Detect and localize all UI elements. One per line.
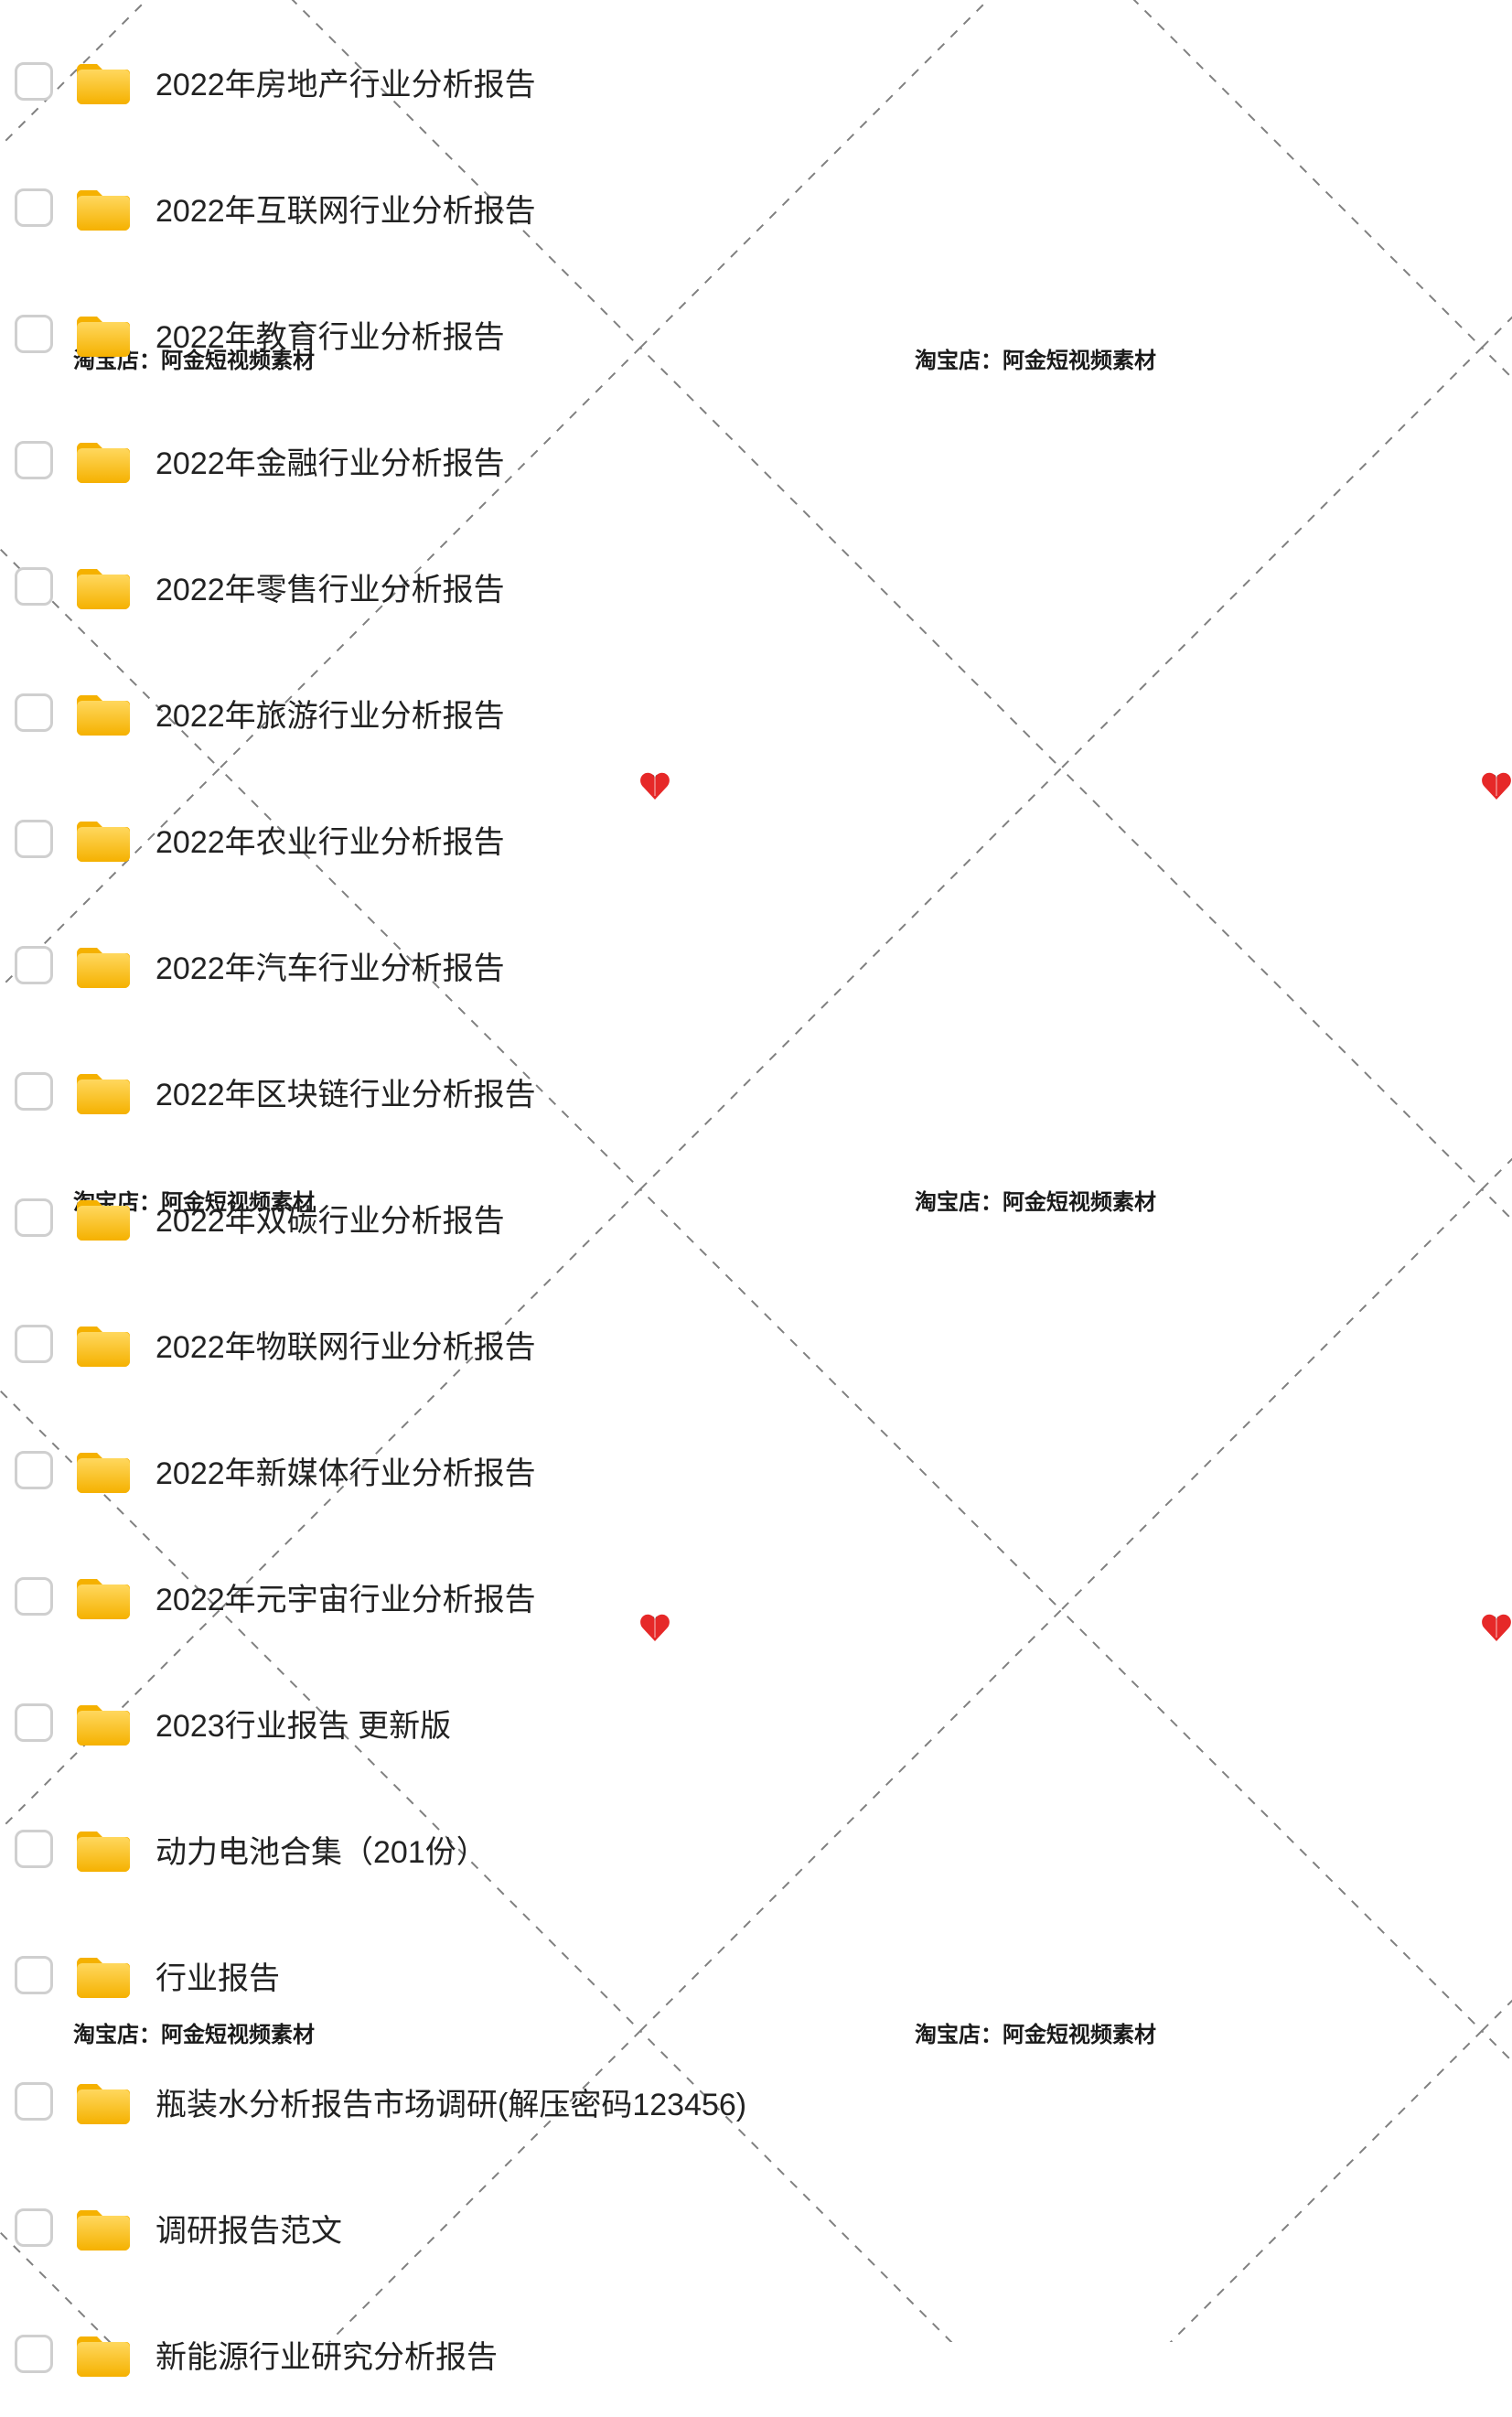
file-row[interactable]: 2022年双碳行业分析报告 bbox=[0, 1155, 1512, 1281]
file-row[interactable]: 2023行业报告 更新版 bbox=[0, 1660, 1512, 1786]
file-row[interactable]: 新能源行业研究分析报告 bbox=[0, 2291, 1512, 2417]
checkbox[interactable] bbox=[15, 441, 53, 479]
file-name: 2022年汽车行业分析报告 bbox=[155, 943, 505, 988]
file-name: 2022年教育行业分析报告 bbox=[155, 312, 505, 357]
checkbox[interactable] bbox=[15, 2335, 53, 2373]
folder-icon bbox=[77, 1952, 130, 1998]
checkbox[interactable] bbox=[15, 1577, 53, 1616]
file-row[interactable]: 2022年金融行业分析报告 bbox=[0, 397, 1512, 523]
checkbox[interactable] bbox=[15, 1830, 53, 1868]
file-row[interactable]: 2022年旅游行业分析报告 bbox=[0, 650, 1512, 776]
file-name: 2022年互联网行业分析报告 bbox=[155, 186, 536, 231]
checkbox[interactable] bbox=[15, 1072, 53, 1111]
file-name: 2022年物联网行业分析报告 bbox=[155, 1322, 536, 1367]
file-name: 2022年区块链行业分析报告 bbox=[155, 1069, 536, 1114]
checkbox[interactable] bbox=[15, 315, 53, 353]
file-name: 2023行业报告 更新版 bbox=[155, 1701, 451, 1746]
folder-icon bbox=[77, 1700, 130, 1746]
file-name: 动力电池合集（201份） bbox=[155, 1827, 488, 1872]
checkbox[interactable] bbox=[15, 1956, 53, 1994]
checkbox[interactable] bbox=[15, 1198, 53, 1237]
file-row[interactable]: 2022年汽车行业分析报告 bbox=[0, 902, 1512, 1028]
checkbox[interactable] bbox=[15, 2208, 53, 2247]
folder-icon bbox=[77, 59, 130, 104]
folder-icon bbox=[77, 2331, 130, 2377]
file-name: 2022年金融行业分析报告 bbox=[155, 438, 505, 483]
file-row[interactable]: 2022年教育行业分析报告 bbox=[0, 271, 1512, 397]
checkbox[interactable] bbox=[15, 1451, 53, 1489]
file-name: 行业报告 bbox=[155, 1953, 280, 1998]
folder-icon bbox=[77, 2205, 130, 2250]
checkbox[interactable] bbox=[15, 820, 53, 858]
file-row[interactable]: 2022年农业行业分析报告 bbox=[0, 776, 1512, 902]
checkbox[interactable] bbox=[15, 1325, 53, 1363]
folder-icon bbox=[77, 2079, 130, 2124]
folder-icon bbox=[77, 1574, 130, 1619]
checkbox[interactable] bbox=[15, 567, 53, 606]
file-name: 调研报告范文 bbox=[155, 2206, 342, 2250]
file-name: 瓶装水分析报告市场调研(解压密码123456) bbox=[155, 2079, 746, 2124]
file-row[interactable]: 2022年元宇宙行业分析报告 bbox=[0, 1533, 1512, 1660]
folder-icon bbox=[77, 1069, 130, 1114]
file-row[interactable]: 瓶装水分析报告市场调研(解压密码123456) bbox=[0, 2038, 1512, 2165]
checkbox[interactable] bbox=[15, 693, 53, 732]
folder-icon bbox=[77, 1826, 130, 1872]
checkbox[interactable] bbox=[15, 2082, 53, 2121]
file-name: 2022年农业行业分析报告 bbox=[155, 817, 505, 862]
folder-icon bbox=[77, 942, 130, 988]
checkbox[interactable] bbox=[15, 62, 53, 101]
folder-icon bbox=[77, 816, 130, 862]
folder-icon bbox=[77, 564, 130, 609]
file-row[interactable]: 2022年零售行业分析报告 bbox=[0, 523, 1512, 650]
folder-icon bbox=[77, 1447, 130, 1493]
checkbox[interactable] bbox=[15, 188, 53, 227]
checkbox[interactable] bbox=[15, 1703, 53, 1742]
file-name: 2022年旅游行业分析报告 bbox=[155, 691, 505, 736]
file-row[interactable]: 2022年房地产行业分析报告 bbox=[0, 18, 1512, 145]
file-row[interactable]: 2022年新媒体行业分析报告 bbox=[0, 1407, 1512, 1533]
file-row[interactable]: 2022年区块链行业分析报告 bbox=[0, 1028, 1512, 1155]
folder-icon bbox=[77, 185, 130, 231]
file-row[interactable]: 2022年互联网行业分析报告 bbox=[0, 145, 1512, 271]
file-row[interactable]: 调研报告范文 bbox=[0, 2165, 1512, 2291]
file-name: 2022年房地产行业分析报告 bbox=[155, 59, 536, 104]
file-name: 2022年新媒体行业分析报告 bbox=[155, 1448, 536, 1493]
file-name: 2022年双碳行业分析报告 bbox=[155, 1196, 505, 1241]
file-row[interactable]: 动力电池合集（201份） bbox=[0, 1786, 1512, 1912]
folder-icon bbox=[77, 1195, 130, 1241]
file-name: 2022年零售行业分析报告 bbox=[155, 564, 505, 609]
folder-icon bbox=[77, 1321, 130, 1367]
file-list: 2022年房地产行业分析报告 2022年互联网行业分析报告 2022年教育行业分析报… bbox=[0, 0, 1512, 2417]
file-name: 新能源行业研究分析报告 bbox=[155, 2332, 498, 2377]
folder-icon bbox=[77, 690, 130, 736]
file-row[interactable]: 2022年物联网行业分析报告 bbox=[0, 1281, 1512, 1407]
checkbox[interactable] bbox=[15, 946, 53, 984]
file-row[interactable]: 行业报告 bbox=[0, 1912, 1512, 2038]
file-name: 2022年元宇宙行业分析报告 bbox=[155, 1574, 536, 1619]
folder-icon bbox=[77, 311, 130, 357]
folder-icon bbox=[77, 437, 130, 483]
